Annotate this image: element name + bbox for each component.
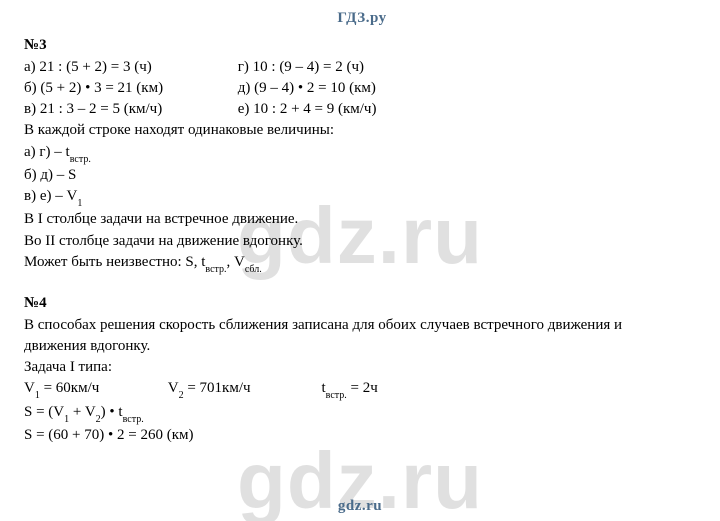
p4-calc: S = (60 + 70) • 2 = 260 (км) [24,425,700,446]
page-content: ГДЗ.ру №3 а) 21 : (5 + 2) = 3 (ч) г) 10 … [0,0,720,446]
p3-left: в) 21 : 3 – 2 = 5 (км/ч) [24,99,234,120]
p3-pair-b: б) д) – S [24,165,700,186]
p4-v2: V2 = 701км/ч [168,378,318,401]
p3-row-c: в) 21 : 3 – 2 = 5 (км/ч) е) 10 : 2 + 4 =… [24,99,700,120]
p3-note: В каждой строке находят одинаковые велич… [24,120,700,141]
subscript: встр. [123,414,144,425]
p3-col2: Во II столбце задачи на движение вдогонк… [24,231,700,252]
p4-formula: S = (V1 + V2) • tвстр. [24,402,700,425]
subscript: 2 [179,390,184,401]
subscript: встр. [205,264,226,275]
text: = 701км/ч [184,380,251,396]
text: V [168,380,179,396]
p3-row-b: б) (5 + 2) • 3 = 21 (км) д) (9 – 4) • 2 … [24,78,700,99]
text: S = (V [24,404,64,420]
p3-left: а) 21 : (5 + 2) = 3 (ч) [24,57,234,78]
text: = 60км/ч [40,380,99,396]
subscript: 2 [96,414,101,425]
problem-4-title: №4 [24,293,700,314]
subscript: встр. [70,154,91,165]
text: б) д) – S [24,167,76,183]
subscript: встр. [326,390,347,401]
p3-left: б) (5 + 2) • 3 = 21 (км) [24,78,234,99]
p4-values: V1 = 60км/ч V2 = 701км/ч tвстр. = 2ч [24,378,700,401]
text: ) • t [101,404,123,420]
site-footer: gdz.ru [0,498,720,515]
subscript: 1 [35,390,40,401]
subscript: 1 [64,414,69,425]
p3-row-a: а) 21 : (5 + 2) = 3 (ч) г) 10 : (9 – 4) … [24,57,700,78]
text: Может быть неизвестно: S, t [24,254,205,270]
p3-unknown: Может быть неизвестно: S, tвстр., Vсбл. [24,252,700,275]
p3-right: г) 10 : (9 – 4) = 2 (ч) [238,57,364,78]
p4-v1: V1 = 60км/ч [24,378,164,401]
subscript: 1 [77,198,82,209]
p3-col1: В I столбце задачи на встречное движение… [24,209,700,230]
text: + V [69,404,96,420]
text: = 2ч [347,380,378,396]
site-header: ГДЗ.ру [24,8,700,29]
p3-right: д) (9 – 4) • 2 = 10 (км) [238,78,376,99]
p3-right: е) 10 : 2 + 4 = 9 (км/ч) [238,99,377,120]
text: V [24,380,35,396]
p4-intro: В способах решения скорость сближения за… [24,315,684,358]
p4-task-label: Задача I типа: [24,357,700,378]
text: , V [227,254,245,270]
problem-3-title: №3 [24,35,700,56]
p4-t: tвстр. = 2ч [322,378,378,401]
p3-pair-c: в) е) – V1 [24,186,700,209]
text: а) г) – t [24,144,70,160]
p3-pair-a: а) г) – tвстр. [24,142,700,165]
subscript: сбл. [245,264,262,275]
text: в) е) – V [24,188,77,204]
